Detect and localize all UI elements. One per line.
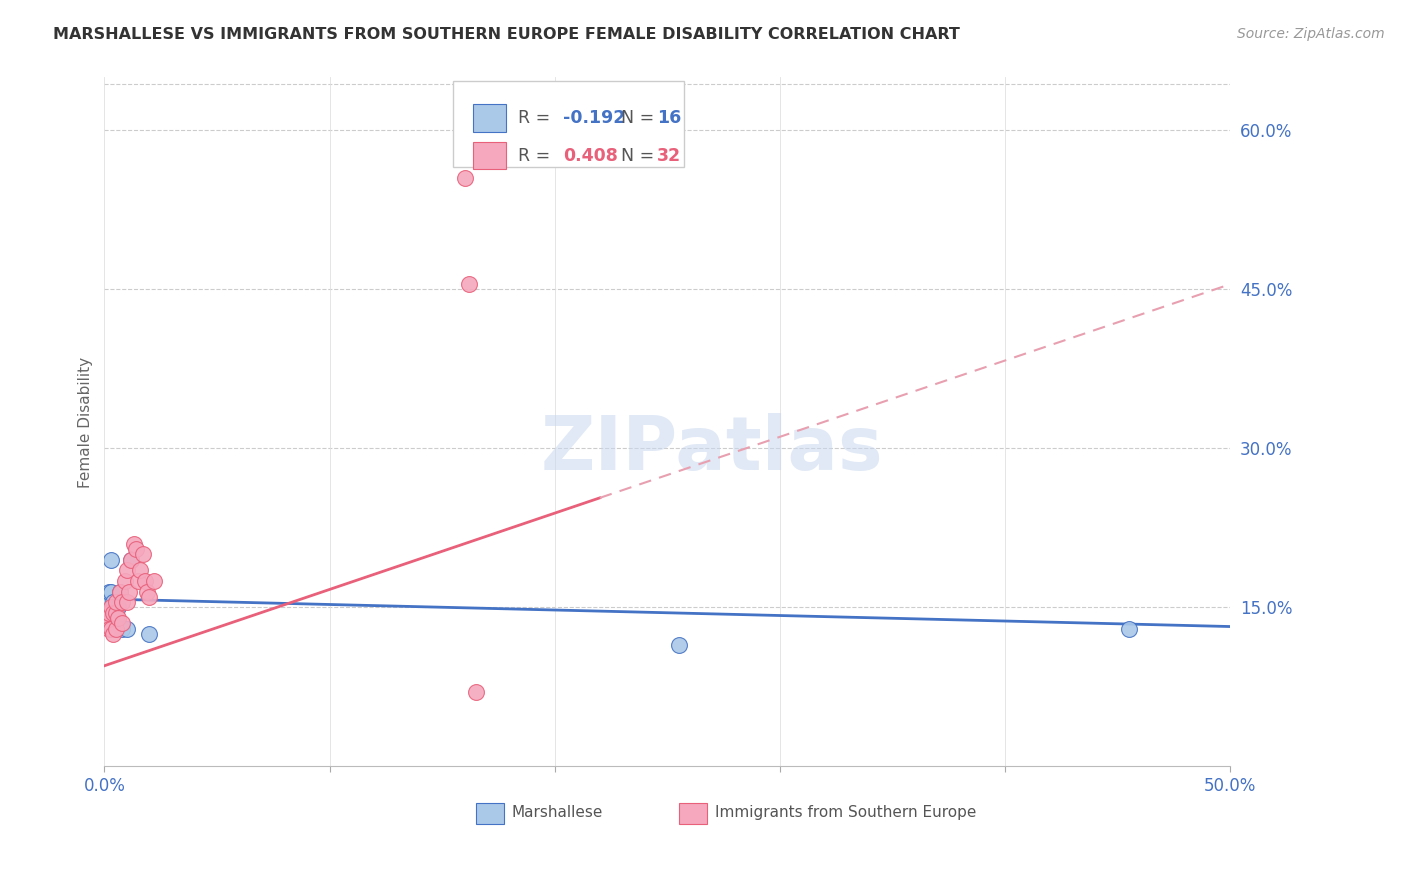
Point (103, 595, 125, 609)
Text: 32: 32 (657, 146, 682, 165)
Point (96, 606, 118, 620)
Point (97, 584, 120, 599)
Text: N =: N = (610, 146, 659, 165)
Point (100, 584, 122, 599)
Text: -0.192: -0.192 (562, 109, 626, 127)
Point (115, 622, 138, 636)
Text: R =: R = (517, 109, 555, 127)
Point (142, 574, 165, 588)
FancyBboxPatch shape (453, 81, 685, 167)
Point (114, 574, 136, 588)
Point (138, 590, 160, 604)
Text: 0.408: 0.408 (562, 146, 617, 165)
Text: Immigrants from Southern Europe: Immigrants from Southern Europe (714, 805, 976, 820)
Point (104, 595, 127, 609)
Point (100, 622, 122, 636)
Point (129, 563, 152, 577)
Point (668, 638, 690, 652)
Point (465, 685, 488, 699)
Point (107, 611, 129, 625)
Point (134, 574, 156, 588)
Text: Marshallese: Marshallese (512, 805, 603, 820)
Point (103, 606, 125, 620)
Text: Source: ZipAtlas.com: Source: ZipAtlas.com (1237, 27, 1385, 41)
Bar (477, 803, 505, 823)
Point (136, 584, 159, 599)
Point (104, 611, 127, 625)
Point (104, 622, 127, 636)
Point (111, 616, 134, 631)
Point (103, 627, 125, 641)
Bar (472, 142, 506, 169)
Point (104, 600, 127, 615)
Bar (472, 104, 506, 132)
Point (458, 277, 481, 292)
Text: N =: N = (610, 109, 659, 127)
Point (115, 595, 138, 609)
Point (100, 553, 122, 567)
Point (131, 548, 153, 562)
Point (111, 622, 134, 636)
Point (96, 616, 118, 631)
Text: MARSHALLESE VS IMMIGRANTS FROM SOUTHERN EUROPE FEMALE DISABILITY CORRELATION CHA: MARSHALLESE VS IMMIGRANTS FROM SOUTHERN … (53, 27, 960, 42)
Bar (679, 803, 707, 823)
Point (96, 595, 118, 609)
Text: 16: 16 (657, 109, 682, 127)
Text: R =: R = (517, 146, 555, 165)
Point (454, 171, 477, 186)
Point (125, 542, 148, 557)
Y-axis label: Female Disability: Female Disability (79, 357, 93, 488)
Point (111, 595, 134, 609)
Point (103, 606, 125, 620)
Point (100, 600, 122, 615)
Point (107, 600, 129, 615)
Text: ZIPatlas: ZIPatlas (541, 413, 884, 486)
Point (127, 574, 149, 588)
Point (1118, 622, 1140, 636)
Point (108, 584, 131, 599)
Point (118, 584, 141, 599)
Point (138, 627, 160, 641)
Point (97, 606, 120, 620)
Point (115, 563, 138, 577)
Point (120, 553, 142, 567)
Point (97, 622, 120, 636)
Point (108, 584, 131, 599)
Point (122, 537, 145, 551)
Point (104, 606, 127, 620)
Point (120, 553, 142, 567)
